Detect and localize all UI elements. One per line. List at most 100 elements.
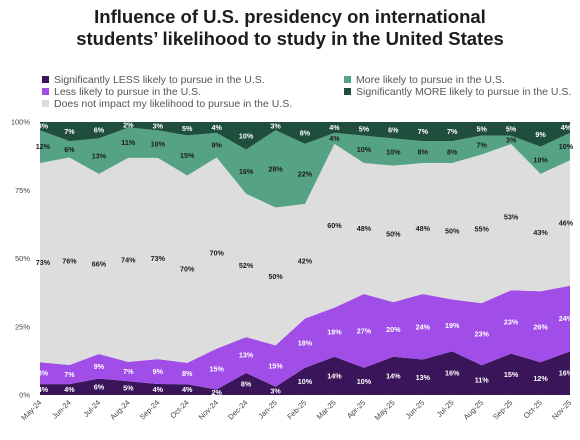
legend-swatch-sig-more bbox=[344, 88, 351, 95]
x-tick-label: Aug-24 bbox=[108, 398, 131, 421]
data-label-less: 8% bbox=[38, 369, 49, 378]
y-tick-label: 0% bbox=[19, 391, 30, 400]
data-label-more: 4% bbox=[329, 134, 340, 143]
data-label-sig_more: 5% bbox=[359, 124, 370, 133]
data-label-sig_less: 16% bbox=[445, 369, 460, 378]
data-label-sig_less: 10% bbox=[357, 377, 372, 386]
data-label-none: 70% bbox=[210, 249, 225, 258]
data-label-sig_less: 14% bbox=[327, 371, 342, 380]
data-label-none: 48% bbox=[416, 224, 431, 233]
data-label-sig_less: 6% bbox=[94, 382, 105, 391]
x-tick-label: Mar-25 bbox=[315, 398, 338, 421]
x-tick-label: Aug-25 bbox=[462, 398, 485, 421]
data-label-sig_more: 5% bbox=[477, 124, 488, 133]
y-tick-label: 75% bbox=[15, 186, 30, 195]
x-tick-label: Sep-24 bbox=[138, 398, 161, 421]
data-label-none: 76% bbox=[62, 257, 77, 266]
data-label-sig_less: 5% bbox=[123, 384, 134, 393]
data-label-sig_less: 12% bbox=[533, 374, 548, 383]
legend-swatch-none bbox=[42, 100, 49, 107]
data-label-none: 52% bbox=[239, 261, 254, 270]
legend-label-sig-more: Significantly MORE likely to pursue in t… bbox=[356, 86, 572, 98]
data-label-more: 10% bbox=[151, 140, 166, 149]
data-label-more: 10% bbox=[357, 145, 372, 154]
data-label-sig_less: 15% bbox=[504, 370, 519, 379]
data-label-none: 60% bbox=[327, 221, 342, 230]
x-tick-label: Jan-25 bbox=[256, 398, 279, 421]
data-label-sig_less: 4% bbox=[64, 385, 75, 394]
data-label-more: 6% bbox=[64, 145, 75, 154]
data-label-none: 48% bbox=[357, 224, 372, 233]
data-label-more: 28% bbox=[268, 164, 283, 173]
data-label-sig_more: 7% bbox=[418, 127, 429, 136]
data-label-sig_less: 4% bbox=[182, 385, 193, 394]
x-tick-label: Sep-25 bbox=[491, 398, 514, 421]
data-label-none: 73% bbox=[36, 258, 51, 267]
data-label-none: 74% bbox=[121, 255, 136, 264]
chart-title-line-2: students’ likelihood to study in the Uni… bbox=[76, 28, 504, 49]
legend-swatch-sig-less bbox=[42, 76, 49, 83]
data-label-less: 15% bbox=[210, 365, 225, 374]
data-label-sig_more: 7% bbox=[447, 127, 458, 136]
data-label-sig_more: 3% bbox=[153, 122, 164, 131]
area-layers bbox=[40, 122, 570, 395]
data-label-none: 55% bbox=[475, 224, 490, 233]
legend-item-more: More likely to pursue in the U.S. bbox=[344, 74, 505, 86]
data-label-more: 8% bbox=[418, 148, 429, 157]
data-label-none: 70% bbox=[180, 265, 195, 274]
legend-label-less: Less likely to pursue in the U.S. bbox=[54, 86, 202, 98]
data-label-more: 10% bbox=[386, 148, 401, 157]
data-label-sig_less: 14% bbox=[386, 371, 401, 380]
data-label-less: 9% bbox=[94, 362, 105, 371]
data-label-none: 42% bbox=[298, 257, 313, 266]
data-labels: 4% 4% 6% 5% 4% 4% 2% 8% 3% 10% 14% 10% 14% 13% 16% 11% 1… bbox=[36, 120, 574, 396]
data-label-less: 8% bbox=[182, 369, 193, 378]
data-label-sig_less: 16% bbox=[559, 369, 574, 378]
data-label-none: 46% bbox=[559, 219, 574, 228]
data-label-less: 23% bbox=[475, 330, 490, 339]
x-tick-label: Nov-24 bbox=[197, 398, 220, 421]
data-label-less: 19% bbox=[445, 321, 460, 330]
data-label-sig_less: 8% bbox=[241, 380, 252, 389]
data-label-sig_more: 3% bbox=[38, 122, 49, 131]
data-label-none: 43% bbox=[533, 228, 548, 237]
data-label-more: 10% bbox=[559, 142, 574, 151]
data-label-sig_more: 9% bbox=[535, 130, 546, 139]
data-label-none: 50% bbox=[445, 227, 460, 236]
data-label-more: 12% bbox=[36, 142, 51, 151]
data-label-none: 50% bbox=[386, 229, 401, 238]
x-tick-label: Nov-25 bbox=[550, 398, 573, 421]
data-label-none: 53% bbox=[504, 213, 519, 222]
chart-title: Influence of U.S. presidency on internat… bbox=[0, 6, 580, 50]
data-label-sig_less: 3% bbox=[270, 386, 281, 395]
data-label-sig_more: 5% bbox=[182, 124, 193, 133]
x-tick-label: Dec-24 bbox=[226, 398, 249, 421]
data-label-less: 15% bbox=[268, 362, 283, 371]
data-label-more: 3% bbox=[506, 135, 517, 144]
y-tick-label: 100% bbox=[11, 118, 31, 127]
data-label-less: 20% bbox=[386, 325, 401, 334]
data-label-sig_less: 4% bbox=[38, 385, 49, 394]
data-label-more: 15% bbox=[180, 151, 195, 160]
x-tick-label: Jul-25 bbox=[435, 398, 456, 419]
data-label-sig_less: 13% bbox=[416, 373, 431, 382]
data-label-more: 8% bbox=[447, 148, 458, 157]
data-label-sig_more: 4% bbox=[212, 123, 223, 132]
legend-item-sig-more: Significantly MORE likely to pursue in t… bbox=[344, 86, 571, 98]
y-tick-label: 50% bbox=[15, 254, 30, 263]
x-tick-label: May-25 bbox=[373, 398, 397, 422]
data-label-less: 23% bbox=[504, 317, 519, 326]
data-label-more: 16% bbox=[239, 167, 254, 176]
legend-label-none: Does not impact my likelihood to pursue … bbox=[54, 98, 293, 110]
data-label-more: 22% bbox=[298, 169, 313, 178]
data-label-sig_less: 4% bbox=[153, 385, 164, 394]
y-tick-label: 25% bbox=[15, 322, 30, 331]
area-less bbox=[40, 285, 570, 390]
data-label-sig_more: 3% bbox=[270, 122, 281, 131]
x-axis: May-24 Jun-24 Jul-24 Aug-24 Sep-24 Oct-24 Nov-… bbox=[19, 398, 573, 422]
data-label-none: 50% bbox=[268, 272, 283, 281]
x-tick-label: May-24 bbox=[19, 398, 43, 422]
data-label-sig_more: 5% bbox=[506, 124, 517, 133]
data-label-less: 13% bbox=[239, 351, 254, 360]
